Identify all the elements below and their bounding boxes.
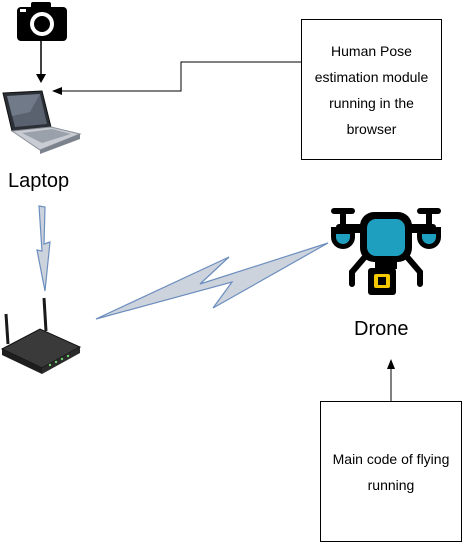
router-icon	[0, 297, 82, 374]
laptop-router-wireless-link	[36, 205, 51, 292]
camera-to-laptop-arrow	[36, 41, 46, 83]
code-to-drone-arrow	[387, 359, 395, 401]
flying-code-text: Main code of flying running	[332, 450, 450, 493]
camera-icon	[17, 2, 67, 41]
laptop-label: Laptop	[8, 170, 70, 192]
laptop-icon	[2, 90, 82, 154]
pose-module-text: Human Pose estimation module running in …	[314, 42, 429, 137]
flying-code-box: Main code of flying running	[320, 401, 462, 542]
pose-module-to-laptop-arrow	[52, 61, 301, 95]
drone-label: Drone	[354, 318, 409, 340]
drone-icon	[331, 208, 441, 295]
pose-module-box: Human Pose estimation module running in …	[301, 19, 442, 160]
router-drone-wireless-link	[95, 242, 329, 320]
